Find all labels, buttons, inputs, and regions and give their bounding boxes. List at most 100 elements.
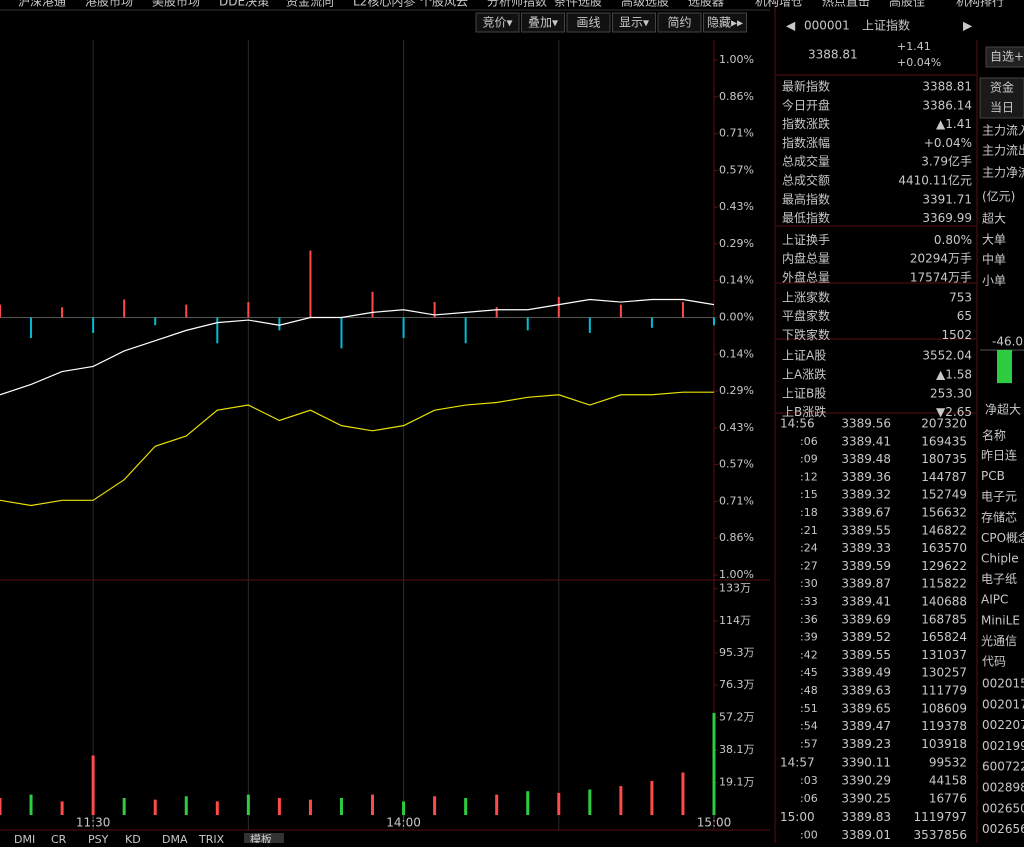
menu-item[interactable]: 机构排行 [956,0,1004,9]
menu-item[interactable]: 热点直击 [822,0,870,9]
y-tick-label: 0.57% [719,458,754,471]
sector-name[interactable]: 昨日连 [981,448,1017,463]
toolbar-button[interactable] [612,12,656,33]
sector-name[interactable]: CPO概念 [981,530,1024,545]
tick-price: 3389.41 [841,434,891,448]
stat-value: 0.80% [934,233,972,247]
bottom-tab[interactable]: DMA [162,833,188,846]
toolbar-button[interactable] [566,12,611,33]
y-tick-label: 95.3万 [719,646,755,659]
sector-name[interactable]: 存储芯 [981,509,1017,524]
tab-box[interactable] [979,77,1024,119]
stock-code[interactable]: 002650 [982,801,1024,815]
volume-bar [339,797,343,815]
menu-item[interactable]: 条件选股 [554,0,602,9]
tick-price: 3389.48 [841,452,891,466]
menu-item[interactable]: 资金流向 [286,0,334,9]
toolbar-button[interactable] [703,12,747,33]
side-tab[interactable]: 当日 [990,101,1014,115]
stat-value: 3369.99 [922,211,972,225]
volume-bar [495,794,499,815]
tick-price: 3389.36 [841,470,891,484]
menu-item[interactable]: DDE决策 [219,0,269,9]
bottom-tab[interactable]: KD [125,833,141,846]
toolbar-button[interactable] [521,12,565,33]
y-tick-label: 133万 [719,582,751,595]
toolbar-button[interactable] [657,12,702,33]
tick-time: 14:57 [780,756,815,770]
toolbar-label[interactable]: 竞价▾ [482,16,512,30]
watch-label[interactable]: 自选+ [990,50,1024,64]
toolbar-label[interactable]: 隐藏▸▸ [707,16,743,30]
sector-name[interactable]: 电子纸 [981,572,1017,586]
sector-name[interactable]: AIPC [981,593,1008,607]
watch-button[interactable] [985,46,1024,68]
stat-value: 17574万手 [910,271,972,285]
volume-bar [619,786,623,815]
stat-label: 下跌家数 [782,327,830,342]
sector-name[interactable]: MiniLE [981,613,1020,627]
toolbar-label[interactable]: 显示▾ [619,16,649,30]
breadth-bar [340,317,343,349]
stock-code[interactable]: 002015 [982,677,1024,691]
prev-arrow[interactable]: ◀ [786,19,796,33]
next-arrow[interactable]: ▶ [963,19,973,33]
menu-item[interactable]: 沪深港通 [18,0,66,9]
sector-name[interactable]: 光通信 [981,634,1017,648]
bottom-tab[interactable]: TRIX [198,833,225,846]
bottom-tab[interactable]: PSY [88,833,109,846]
menu-item[interactable]: 美股市场 [152,0,200,9]
toolbar-label[interactable]: 简约 [667,15,691,30]
stat-label: 最高指数 [782,191,830,206]
toolbar-button[interactable] [475,12,520,33]
stock-code[interactable]: 002017 [982,697,1024,711]
tick-price: 3389.41 [841,595,891,609]
side-tab[interactable]: 资金 [990,80,1014,95]
list-header: 名称 [982,428,1006,443]
tick-price: 3389.59 [841,559,891,573]
tick-time: :03 [800,774,818,787]
volume-bar [246,794,250,815]
tick-price: 3389.83 [841,810,891,824]
stock-code[interactable]: 002199 [982,739,1024,753]
menu-item[interactable]: 高股佳 [889,0,925,9]
breadth-bar [402,317,405,339]
tick-price: 3389.56 [841,417,891,431]
stock-code[interactable]: 002656 [982,822,1024,836]
tick-volume: 163570 [921,541,967,555]
sector-name[interactable]: 电子元 [981,490,1017,504]
stock-code[interactable]: 600722 [982,760,1024,774]
bottom-tab[interactable]: CR [51,833,67,846]
tick-volume: 129622 [921,559,967,573]
stock-code: 000001 [804,19,850,33]
y-tick-label: 76.3万 [719,678,755,691]
menu-item[interactable]: 分析师指数 [487,0,547,9]
menu-item[interactable]: 机构增仓 [755,0,803,9]
menu-item[interactable]: 个股风云 [420,0,468,9]
tick-volume: 44158 [929,774,967,788]
menu-item[interactable]: 高级选股 [621,0,669,9]
sector-name[interactable]: PCB [981,469,1005,483]
menu-item[interactable]: 选股器 [688,0,724,9]
tick-volume: 146822 [921,523,967,537]
tick-time: :54 [800,720,818,733]
bottom-tab[interactable]: DMI [14,833,35,846]
y-tick-label: 0.43% [719,200,754,213]
stock-code[interactable]: 002207 [982,718,1024,732]
tick-time: :15 [800,488,818,501]
stock-code[interactable]: 002898 [982,781,1024,795]
menu-item[interactable]: 港股市场 [85,0,133,9]
volume-bar [0,797,2,815]
menu-item[interactable]: L2核心内参 [353,0,415,9]
toolbar-label[interactable]: 叠加▾ [528,16,558,30]
breadth-bar [61,307,64,318]
x-tick-label: 11:30 [76,816,111,830]
tick-time: 15:00 [780,810,815,824]
sector-name[interactable]: Chiple [981,552,1019,566]
toolbar-label[interactable]: 画线 [576,16,600,30]
tick-volume: 16776 [929,791,967,805]
bottom-tab[interactable]: 模板 [250,832,272,846]
tab-box[interactable] [244,833,284,845]
breadth-bar [247,302,250,318]
